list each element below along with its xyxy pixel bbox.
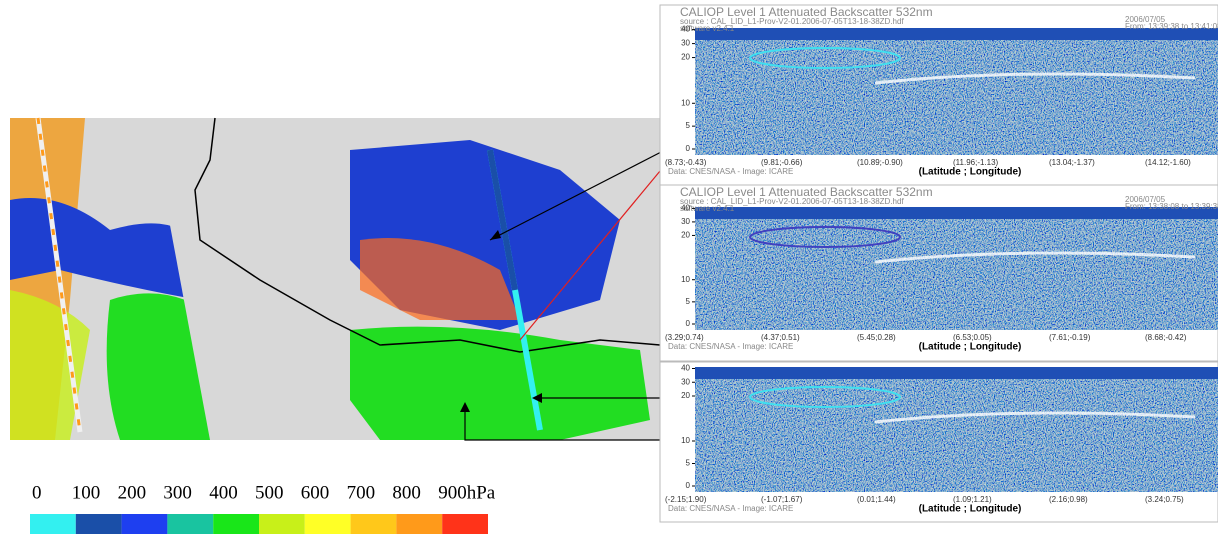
y-tick-label: 10 bbox=[681, 98, 690, 107]
cloud-layer bbox=[874, 251, 1196, 264]
backscatter-noise bbox=[695, 219, 1218, 330]
x-tick-label: (13.04;-1.37) bbox=[1049, 158, 1095, 167]
y-tick-label: 0 bbox=[686, 481, 691, 490]
panel-date: 2006/07/05 bbox=[1125, 195, 1166, 204]
x-tick-label: (11.96;-1.13) bbox=[953, 158, 999, 167]
credit: Data: CNES/NASA - Image: ICARE bbox=[668, 342, 793, 351]
color-swatch bbox=[442, 514, 488, 534]
credit: Data: CNES/NASA - Image: ICARE bbox=[668, 504, 793, 513]
y-tick-label: 10 bbox=[681, 275, 690, 284]
y-tick-label: 10 bbox=[681, 436, 690, 445]
y-tick-label: 20 bbox=[681, 391, 690, 400]
x-tick-label: (7.61;-0.19) bbox=[1049, 333, 1091, 342]
backscatter-noise bbox=[695, 379, 1218, 492]
x-tick-label: (10.89;-0.90) bbox=[857, 158, 903, 167]
x-tick-label: (-1.07;1.67) bbox=[761, 495, 803, 504]
panel-software: software v2.4.1 bbox=[680, 24, 735, 33]
color-swatch bbox=[75, 514, 122, 534]
lidar-panels: CALIOP Level 1 Attenuated Backscatter 53… bbox=[659, 4, 1218, 523]
y-tick-label: 40 bbox=[681, 203, 690, 212]
x-tick-label: (-2.15;1.90) bbox=[665, 495, 707, 504]
y-tick-label: 0 bbox=[686, 144, 691, 153]
panel-title: CALIOP Level 1 Attenuated Backscatter 53… bbox=[680, 185, 933, 199]
x-tick-label: (6.53;0.05) bbox=[953, 333, 992, 342]
y-tick-label: 0 bbox=[686, 319, 691, 328]
x-tick-label: (5.45;0.28) bbox=[857, 333, 896, 342]
y-tick-label: 40 bbox=[681, 25, 690, 34]
colorbar-label: 400 bbox=[209, 482, 238, 503]
colorbar-label: 600 bbox=[301, 482, 330, 503]
colorbar-label: 900hPa bbox=[438, 482, 496, 503]
colorbar-label: 200 bbox=[118, 482, 147, 503]
colorbar-label: 300 bbox=[163, 482, 192, 503]
colorbar: 0 100 200 300 400 500 600 700 800 900hPa bbox=[30, 482, 496, 534]
colorbar-label: 700 bbox=[347, 482, 376, 503]
panel-software: software v2.4.1 bbox=[680, 204, 735, 213]
x-tick-label: (3.24;0.75) bbox=[1145, 495, 1184, 504]
highlight-ellipse bbox=[749, 386, 901, 408]
cloud-layer bbox=[874, 411, 1196, 424]
y-tick-label: 30 bbox=[681, 39, 690, 48]
x-tick-label: (1.09;1.21) bbox=[953, 495, 992, 504]
color-swatch bbox=[304, 514, 351, 534]
x-axis-label: (Latitude ; Longitude) bbox=[919, 167, 1022, 178]
x-tick-label: (3.29;0.74) bbox=[665, 333, 704, 342]
x-axis-label: (Latitude ; Longitude) bbox=[919, 342, 1022, 353]
panel-time: From: 13:38:08 to 13:39:38 UTC bbox=[1125, 202, 1218, 211]
backscatter-noise bbox=[695, 40, 1218, 155]
y-tick-label: 5 bbox=[686, 121, 691, 130]
colorbar-label: 800 bbox=[392, 482, 421, 503]
y-tick-label: 20 bbox=[681, 231, 690, 240]
colorbar-label: 0 bbox=[32, 482, 42, 503]
cloud-layer bbox=[874, 72, 1196, 85]
x-tick-label: (8.68;-0.42) bbox=[1145, 333, 1187, 342]
map bbox=[10, 117, 830, 441]
panel-date: 2006/07/05 bbox=[1125, 15, 1166, 24]
panel-title: CALIOP Level 1 Attenuated Backscatter 53… bbox=[680, 5, 933, 19]
y-tick-label: 5 bbox=[686, 297, 691, 306]
x-axis-label: (Latitude ; Longitude) bbox=[919, 504, 1022, 515]
x-tick-label: (14.12;-1.60) bbox=[1145, 158, 1191, 167]
x-tick-label: (2.16;0.98) bbox=[1049, 495, 1088, 504]
color-swatch bbox=[396, 514, 443, 534]
y-tick-label: 5 bbox=[686, 459, 691, 468]
panel-time: From: 13:39:38 to 13:41:08 UTC bbox=[1125, 22, 1218, 31]
panel-source: source : CAL_LID_L1-Prov-V2-01.2006-07-0… bbox=[680, 17, 904, 26]
y-tick-label: 30 bbox=[681, 377, 690, 386]
y-tick-label: 40 bbox=[681, 364, 690, 373]
y-tick-label: 20 bbox=[681, 53, 690, 62]
y-tick-label: 30 bbox=[681, 217, 690, 226]
panel-source: source : CAL_LID_L1-Prov-V2-01.2006-07-0… bbox=[680, 197, 904, 206]
x-tick-label: (9.81;-0.66) bbox=[761, 158, 803, 167]
credit: Data: CNES/NASA - Image: ICARE bbox=[668, 167, 793, 176]
colorbar-label: 500 bbox=[255, 482, 284, 503]
color-swatch bbox=[213, 514, 259, 534]
x-tick-label: (0.01;1.44) bbox=[857, 495, 896, 504]
highlight-ellipse bbox=[749, 47, 901, 69]
color-swatch bbox=[350, 514, 397, 534]
x-tick-label: (8.73;-0.43) bbox=[665, 158, 707, 167]
color-swatch bbox=[167, 514, 214, 534]
highlight-ellipse bbox=[749, 226, 901, 248]
color-swatch bbox=[259, 514, 305, 534]
x-tick-label: (4.37;0.51) bbox=[761, 333, 800, 342]
color-swatch bbox=[121, 514, 168, 534]
colorbar-label: 100 bbox=[72, 482, 101, 503]
color-swatch bbox=[30, 514, 76, 534]
